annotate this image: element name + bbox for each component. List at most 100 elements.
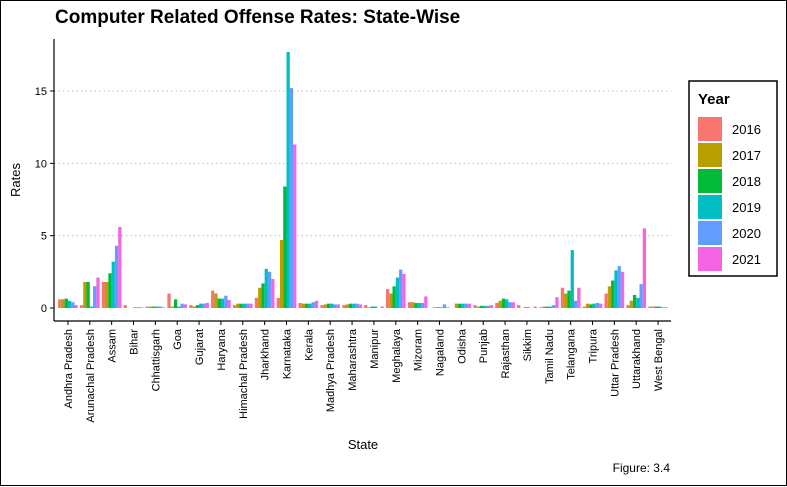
bar-tripura-2017 [585, 303, 590, 308]
x-axis-title: State [348, 437, 378, 452]
legend-key-2020 [698, 221, 722, 245]
bar-assam-2018 [108, 273, 112, 308]
bar-telangana-2021 [577, 287, 581, 308]
bar-sikkim-2019 [526, 307, 531, 308]
bar-nagaland-2021 [446, 307, 450, 308]
bar-telangana-2017 [564, 293, 568, 308]
bar-arunachal-pradesh-2018 [86, 281, 90, 308]
bar-himachal-pradesh-2020 [246, 303, 250, 308]
bar-jharkhand-2018 [261, 283, 265, 308]
bar-maharashtra-2021 [358, 304, 362, 308]
bar-jharkhand-2020 [267, 271, 272, 308]
bar-maharashtra-2019 [352, 303, 356, 308]
bar-uttar-pradesh-2018 [611, 280, 615, 308]
bar-assam-2020 [114, 245, 119, 308]
bar-tripura-2016 [582, 306, 586, 308]
bar-west-bengal-2018 [654, 306, 659, 308]
bar-andhra-pradesh-2016 [58, 299, 62, 308]
legend-key-2016 [698, 117, 722, 141]
bar-punjab-2017 [476, 306, 480, 308]
bar-punjab-2019 [483, 305, 487, 308]
x-tick-label: Manipur [369, 329, 381, 369]
bar-haryana-2016 [211, 290, 215, 308]
bar-mizoram-2017 [411, 302, 415, 308]
bar-uttar-pradesh-2021 [620, 271, 625, 308]
bar-himachal-pradesh-2019 [242, 303, 247, 308]
bar-punjab-2020 [486, 305, 490, 308]
x-tick-label: Gujarat [194, 329, 206, 365]
x-tick-label: Uttarakhand [631, 329, 643, 389]
bar-manipur-2018 [370, 306, 374, 308]
bar-punjab-2018 [479, 305, 484, 308]
bar-chhattisgarh-2016 [145, 306, 149, 308]
legend-label-2018: 2018 [732, 174, 761, 189]
bar-karnataka-2020 [289, 88, 294, 308]
bar-gujarat-2017 [192, 306, 196, 308]
bar-rajasthan-2017 [498, 300, 502, 308]
bar-meghalaya-2017 [389, 293, 393, 308]
bar-tamil-nadu-2019 [548, 306, 553, 308]
bar-uttarakhand-2017 [629, 300, 633, 308]
bar-andhra-pradesh-2019 [67, 300, 72, 308]
x-tick-label: Haryana [216, 328, 228, 370]
bar-gujarat-2016 [189, 305, 193, 308]
x-tick-label: Assam [107, 329, 119, 363]
bar-telangana-2018 [567, 290, 571, 308]
bar-manipur-2021 [380, 306, 384, 308]
bar-uttar-pradesh-2020 [617, 266, 621, 308]
bar-goa-2016 [167, 293, 171, 308]
bar-gujarat-2018 [195, 305, 200, 308]
bar-kerala-2017 [301, 303, 306, 308]
bar-odisha-2021 [467, 303, 472, 308]
bar-mizoram-2021 [424, 296, 428, 308]
x-tick-label: Sikkim [522, 329, 534, 361]
bar-karnataka-2018 [283, 186, 287, 308]
bar-himachal-pradesh-2021 [249, 303, 253, 308]
x-tick-label: Chhattisgarh [150, 329, 162, 391]
bar-chhattisgarh-2021 [161, 307, 166, 308]
x-tick-label: Meghalaya [391, 328, 403, 383]
x-tick-label: Karnataka [282, 328, 294, 379]
bar-tamil-nadu-2018 [545, 306, 549, 308]
bar-odisha-2018 [458, 303, 462, 308]
bar-gujarat-2021 [205, 302, 209, 308]
bar-bihar-2021 [140, 307, 144, 308]
bar-kerala-2019 [308, 303, 312, 308]
x-tick-label: Goa [172, 328, 184, 350]
x-tick-label: Andhra Pradesh [63, 329, 75, 409]
bar-goa-2018 [173, 299, 178, 308]
y-tick-label: 0 [41, 303, 47, 315]
bar-telangana-2020 [573, 300, 578, 308]
bar-mizoram-2018 [414, 302, 418, 308]
bar-arunachal-pradesh-2017 [83, 281, 87, 308]
bar-kerala-2018 [305, 303, 309, 308]
bar-meghalaya-2019 [395, 277, 400, 308]
bar-uttarakhand-2018 [632, 294, 637, 308]
bar-haryana-2020 [224, 295, 228, 308]
bar-madhya-pradesh-2020 [333, 304, 337, 308]
x-tick-label: Mizoram [413, 329, 425, 371]
bar-karnataka-2016 [276, 297, 280, 308]
figure-caption: Figure: 3.4 [612, 461, 670, 475]
bar-andhra-pradesh-2021 [74, 305, 78, 308]
bar-manipur-2016 [364, 305, 368, 308]
bar-rajasthan-2020 [508, 302, 512, 308]
legend-title: Year [698, 91, 730, 108]
bar-nagaland-2018 [436, 307, 440, 308]
bar-bihar-2020 [136, 307, 141, 308]
bar-himachal-pradesh-2016 [232, 305, 237, 308]
bar-haryana-2021 [227, 300, 231, 308]
y-tick-label: 5 [41, 231, 47, 243]
bar-madhya-pradesh-2021 [336, 304, 341, 308]
x-tick-label: Himachal Pradesh [238, 329, 250, 419]
bar-rajasthan-2019 [505, 299, 509, 308]
bar-jharkhand-2016 [254, 297, 259, 308]
bar-chhattisgarh-2020 [158, 306, 162, 308]
bar-west-bengal-2020 [661, 307, 665, 308]
bar-tamil-nadu-2021 [555, 297, 559, 308]
legend-key-2019 [698, 195, 722, 219]
bar-gujarat-2020 [202, 303, 206, 308]
bar-chhattisgarh-2017 [148, 306, 153, 308]
bar-gujarat-2019 [199, 303, 203, 308]
x-tick-label: Jharkhand [260, 329, 272, 380]
